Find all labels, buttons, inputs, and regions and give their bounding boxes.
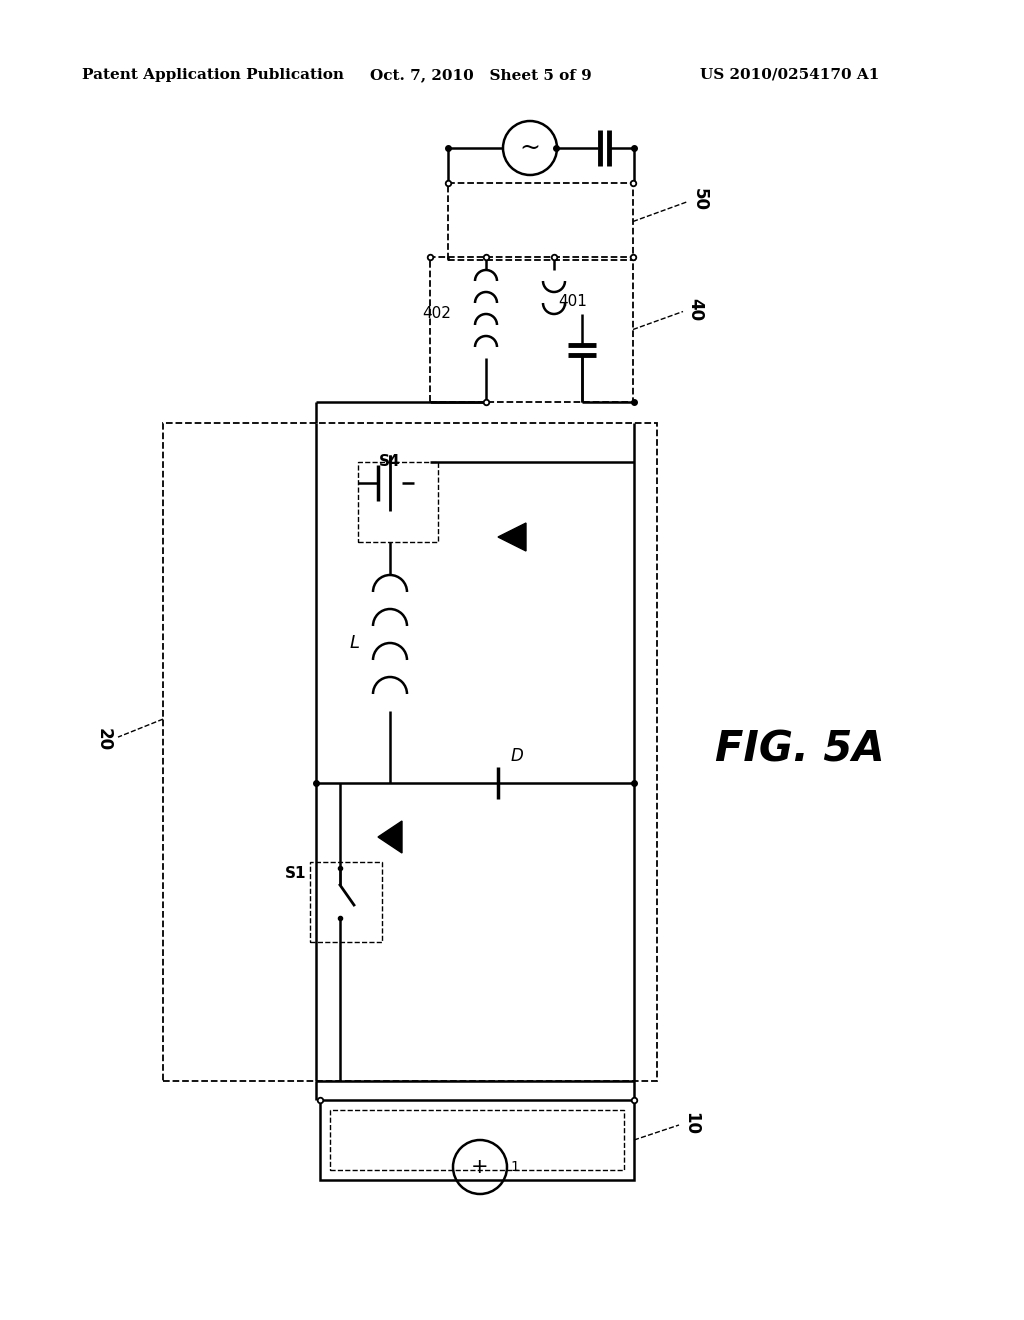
Text: 20: 20	[95, 727, 113, 751]
Text: S4: S4	[379, 454, 400, 469]
Text: D: D	[511, 747, 523, 766]
Bar	[163, 422, 657, 1081]
Text: 40: 40	[686, 298, 705, 321]
Polygon shape	[378, 821, 402, 853]
Bar	[430, 257, 633, 403]
Text: +: +	[471, 1158, 488, 1177]
Text: FIG. 5A: FIG. 5A	[715, 729, 885, 771]
Text: 402: 402	[422, 306, 451, 322]
Bar	[449, 183, 633, 260]
Text: Patent Application Publication: Patent Application Publication	[82, 69, 344, 82]
Bar	[330, 1110, 624, 1170]
Text: 10: 10	[682, 1111, 700, 1134]
Text: US 2010/0254170 A1: US 2010/0254170 A1	[700, 69, 880, 82]
Text: 50: 50	[691, 187, 709, 211]
Bar	[319, 1100, 634, 1180]
Text: L: L	[350, 634, 360, 652]
Bar	[358, 462, 438, 543]
Text: ~: ~	[519, 136, 541, 160]
Text: 1: 1	[510, 1160, 519, 1173]
Polygon shape	[498, 523, 526, 550]
Text: S1: S1	[285, 866, 306, 882]
Bar	[310, 862, 382, 942]
Text: 401: 401	[558, 294, 587, 309]
Text: Oct. 7, 2010   Sheet 5 of 9: Oct. 7, 2010 Sheet 5 of 9	[370, 69, 592, 82]
